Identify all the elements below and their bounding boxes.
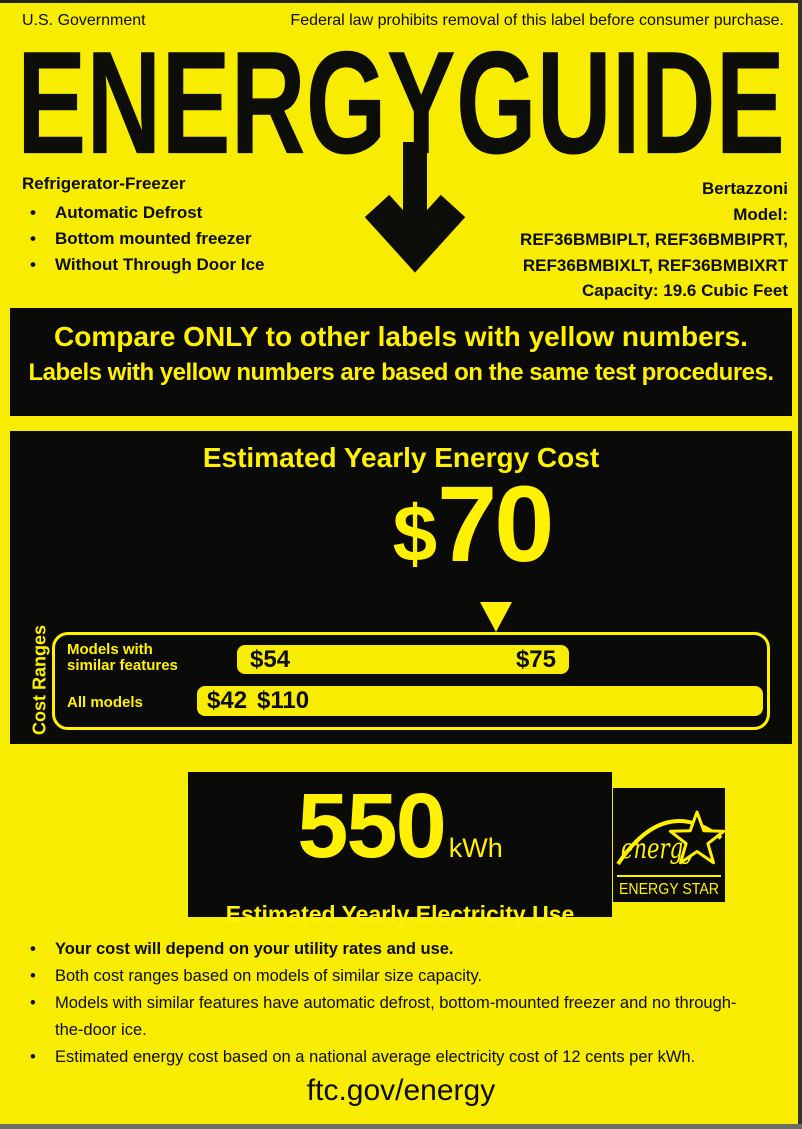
footnote-item: Both cost ranges based on models of simi… [22, 963, 782, 990]
footer-url: ftc.gov/energy [306, 1074, 496, 1107]
footnote-text: Both cost ranges based on models of simi… [55, 967, 483, 985]
energy-star-logo: energy ENERGY STAR [613, 788, 725, 902]
all-models-label: All models [67, 694, 143, 711]
similar-models-max-value: $75 [515, 645, 556, 673]
cost-amount: 70 [437, 463, 554, 584]
feature-text: Automatic Defrost [55, 203, 203, 222]
currency-symbol: $ [392, 489, 438, 578]
star-icon [668, 810, 725, 865]
usage-caption: Estimated Yearly Electricity Use [225, 901, 575, 927]
header-row: U.S. Government Federal law prohibits re… [22, 12, 784, 30]
cost-ranges-panel: Models with similar features $54 $75 All… [52, 632, 770, 730]
footnote-text: Your cost will depend on your utility ra… [55, 940, 454, 958]
model-numbers-line1: REF36BMBIPLT, REF36BMBIPRT, [520, 230, 788, 249]
similar-models-range-bar: $54 $75 [237, 645, 569, 674]
cost-pointer-icon [480, 602, 512, 632]
feature-item: Without Through Door Ice [22, 252, 382, 278]
all-models-range-bar: $42 $110 [197, 686, 763, 716]
usage-value-row: 550 kWh [188, 780, 612, 899]
footnote-text: Models with similar features have automa… [55, 994, 737, 1039]
feature-item: Bottom mounted freezer [22, 226, 382, 252]
bottom-edge-bar [0, 1124, 802, 1129]
brand-name: Bertazzoni [702, 179, 788, 198]
compare-banner-line2: Labels with yellow numbers are based on … [28, 359, 774, 386]
government-text: U.S. Government [22, 12, 146, 29]
similar-models-label-line2: similar features [67, 657, 178, 674]
product-info-left: Refrigerator-Freezer Automatic Defrost B… [22, 174, 382, 278]
product-info-right: Bertazzoni Model: REF36BMBIPLT, REF36BMB… [520, 176, 788, 304]
similar-models-min-value: $54 [250, 645, 291, 673]
model-numbers-line2: REF36BMBIXLT, REF36BMBIXRT [522, 255, 788, 275]
energyguide-wordmark: ENERGYGUIDE [17, 44, 785, 160]
yearly-cost-value: $70 [10, 470, 792, 580]
compare-banner: Compare ONLY to other labels with yellow… [10, 308, 792, 416]
compare-banner-line1: Compare ONLY to other labels with yellow… [54, 321, 748, 352]
down-arrow-icon [364, 142, 466, 273]
cost-title: Estimated Yearly Energy Cost [202, 442, 600, 473]
right-edge-line [798, 0, 802, 1129]
feature-item: Automatic Defrost [22, 200, 382, 226]
similar-models-label: Models with similar features [67, 642, 178, 674]
footnote-item: Estimated energy cost based on a nationa… [22, 1044, 782, 1071]
yearly-cost-box: Estimated Yearly Energy Cost $70 Cost Ra… [10, 431, 792, 744]
feature-text: Without Through Door Ice [55, 255, 265, 274]
energyguide-logo: ENERGYGUIDE [17, 44, 785, 160]
similar-models-label-line1: Models with [67, 641, 153, 658]
footnote-item: Your cost will depend on your utility ra… [22, 936, 782, 963]
footnote-list: Your cost will depend on your utility ra… [22, 936, 782, 1071]
federal-law-text: Federal law prohibits removal of this la… [290, 12, 784, 29]
usage-unit: kWh [448, 833, 503, 863]
footnote-item: Models with similar features have automa… [22, 990, 782, 1044]
energy-star-caption: ENERGY STAR [619, 881, 719, 898]
feature-text: Bottom mounted freezer [55, 229, 252, 248]
usage-value: 550 [297, 775, 446, 877]
all-models-max-value: $110 [257, 687, 310, 714]
footnote-text: Estimated energy cost based on a nationa… [55, 1048, 696, 1066]
electricity-use-box: 550 kWh Estimated Yearly Electricity Use [188, 772, 612, 927]
product-type-heading: Refrigerator-Freezer [22, 174, 186, 193]
model-label: Model: [733, 204, 788, 224]
capacity-text: Capacity: 19.6 Cubic Feet [582, 281, 788, 300]
cost-ranges-axis-label: Cost Ranges [29, 624, 50, 736]
top-edge-line [0, 0, 802, 3]
all-models-min-value: $42 [207, 687, 248, 714]
